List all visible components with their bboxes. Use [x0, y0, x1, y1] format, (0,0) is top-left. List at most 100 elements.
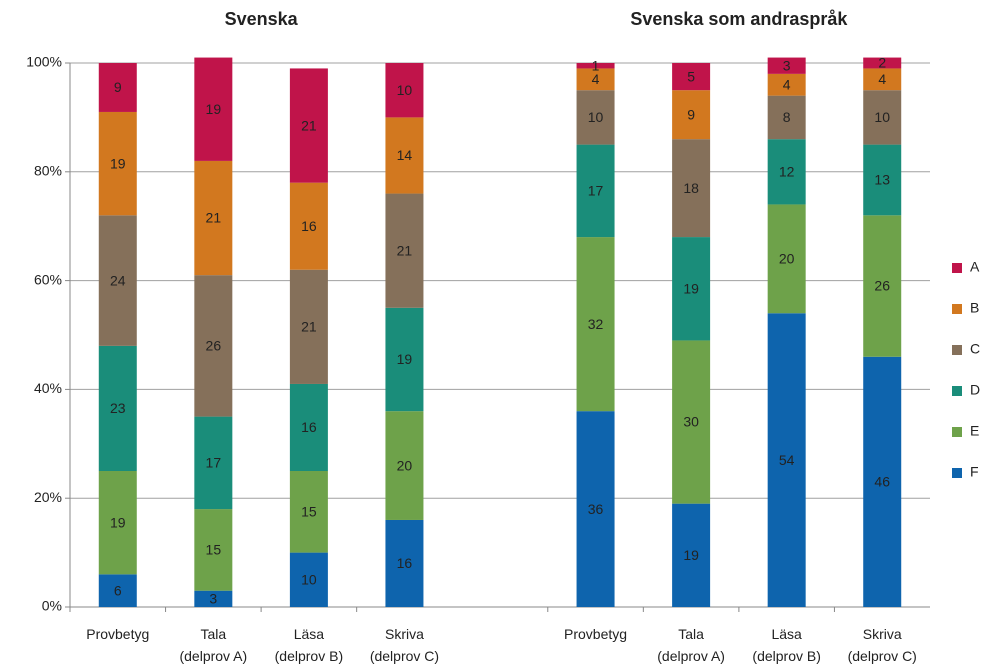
data-label: 32: [588, 316, 604, 332]
bar-segment: [576, 68, 615, 91]
bar-segment: [385, 117, 424, 194]
bar-segment: [672, 90, 711, 140]
data-label: 1: [592, 57, 600, 73]
bar-segment: [672, 340, 711, 504]
data-label: 26: [874, 278, 890, 294]
y-tick-label: 80%: [34, 163, 62, 179]
bar-segment: [289, 68, 328, 183]
data-label: 10: [301, 572, 317, 588]
data-label: 2: [878, 55, 886, 71]
x-tick-label: Provbetyg: [564, 626, 628, 642]
data-label: 17: [206, 455, 222, 471]
data-label: 18: [683, 180, 699, 196]
y-tick-label: 0%: [42, 598, 62, 614]
legend-label: A: [970, 259, 980, 275]
bar-segment: [98, 63, 137, 112]
bar-segment: [767, 313, 806, 607]
data-label: 10: [397, 82, 413, 98]
bar-segment: [863, 215, 902, 357]
y-tick-label: 60%: [34, 271, 62, 287]
data-label: 21: [301, 117, 317, 133]
data-label: 46: [874, 474, 890, 490]
data-label: 19: [397, 351, 413, 367]
bar-segment: [767, 95, 806, 140]
bar-segment: [385, 193, 424, 308]
data-label: 15: [206, 542, 222, 558]
x-tick-label: Tala (delprov A): [657, 626, 725, 664]
bar-segment: [576, 144, 615, 238]
legend-swatch: [952, 345, 962, 355]
data-label: 30: [683, 414, 699, 430]
x-tick-label: Läsa (delprov B): [752, 626, 821, 664]
data-label: 6: [114, 582, 122, 598]
bar-segment: [863, 68, 902, 91]
x-tick-label: Skriva (delprov C): [369, 626, 440, 664]
y-tick-label: 100%: [26, 54, 62, 70]
data-label: 19: [110, 514, 126, 530]
data-label: 54: [779, 452, 795, 468]
bar-segment: [289, 552, 328, 607]
data-label: 21: [397, 242, 413, 258]
bar-segment: [863, 57, 902, 69]
legend-label: D: [970, 382, 980, 398]
data-label: 5: [687, 68, 695, 84]
data-label: 21: [301, 319, 317, 335]
bar-segment: [767, 139, 806, 205]
bar-segment: [194, 275, 233, 417]
data-label: 19: [683, 280, 699, 296]
data-label: 19: [683, 547, 699, 563]
bar-segment: [863, 144, 902, 216]
bar-segment: [672, 63, 711, 91]
data-label: 9: [114, 79, 122, 95]
bar-segment: [385, 307, 424, 412]
bar-segment: [289, 182, 328, 270]
bar-segment: [194, 590, 233, 607]
bar-segment: [194, 416, 233, 510]
bar-segment: [385, 63, 424, 118]
bar-segment: [576, 411, 615, 607]
legend-label: F: [970, 464, 979, 480]
legend-swatch: [952, 427, 962, 437]
bar-segment: [98, 111, 137, 216]
data-label: 26: [206, 338, 222, 354]
y-tick-label: 40%: [34, 380, 62, 396]
data-label: 16: [301, 419, 317, 435]
bar-segment: [672, 503, 711, 607]
bar-segment: [672, 139, 711, 238]
data-label: 14: [397, 147, 413, 163]
legend-swatch: [952, 304, 962, 314]
data-label: 4: [878, 71, 886, 87]
data-label: 4: [783, 76, 791, 92]
legend-label: E: [970, 423, 979, 439]
legend-swatch: [952, 386, 962, 396]
data-label: 16: [301, 218, 317, 234]
data-label: 15: [301, 504, 317, 520]
group-title: Svenska som andraspråk: [630, 9, 848, 29]
bar-segment: [672, 237, 711, 341]
bar-segment: [767, 73, 806, 96]
data-label: 17: [588, 183, 604, 199]
bar-segment: [863, 356, 902, 607]
bar-segment: [863, 90, 902, 145]
bar-segment: [98, 345, 137, 471]
data-label: 36: [588, 501, 604, 517]
data-label: 10: [588, 109, 604, 125]
bar-segment: [194, 509, 233, 591]
data-label: 13: [874, 172, 890, 188]
bar-segment: [98, 215, 137, 346]
x-tick-label: Läsa (delprov B): [274, 626, 344, 664]
bar-segment: [194, 57, 233, 161]
bar-segment: [767, 57, 806, 74]
bar-segment: [98, 574, 137, 607]
legend-label: B: [970, 300, 979, 316]
data-label: 20: [397, 457, 413, 473]
bar-segment: [289, 383, 328, 471]
data-label: 19: [110, 155, 126, 171]
bar-segment: [289, 471, 328, 553]
data-label: 16: [397, 555, 413, 571]
data-label: 19: [206, 101, 222, 117]
legend-label: C: [970, 341, 980, 357]
data-label: 21: [206, 210, 222, 226]
